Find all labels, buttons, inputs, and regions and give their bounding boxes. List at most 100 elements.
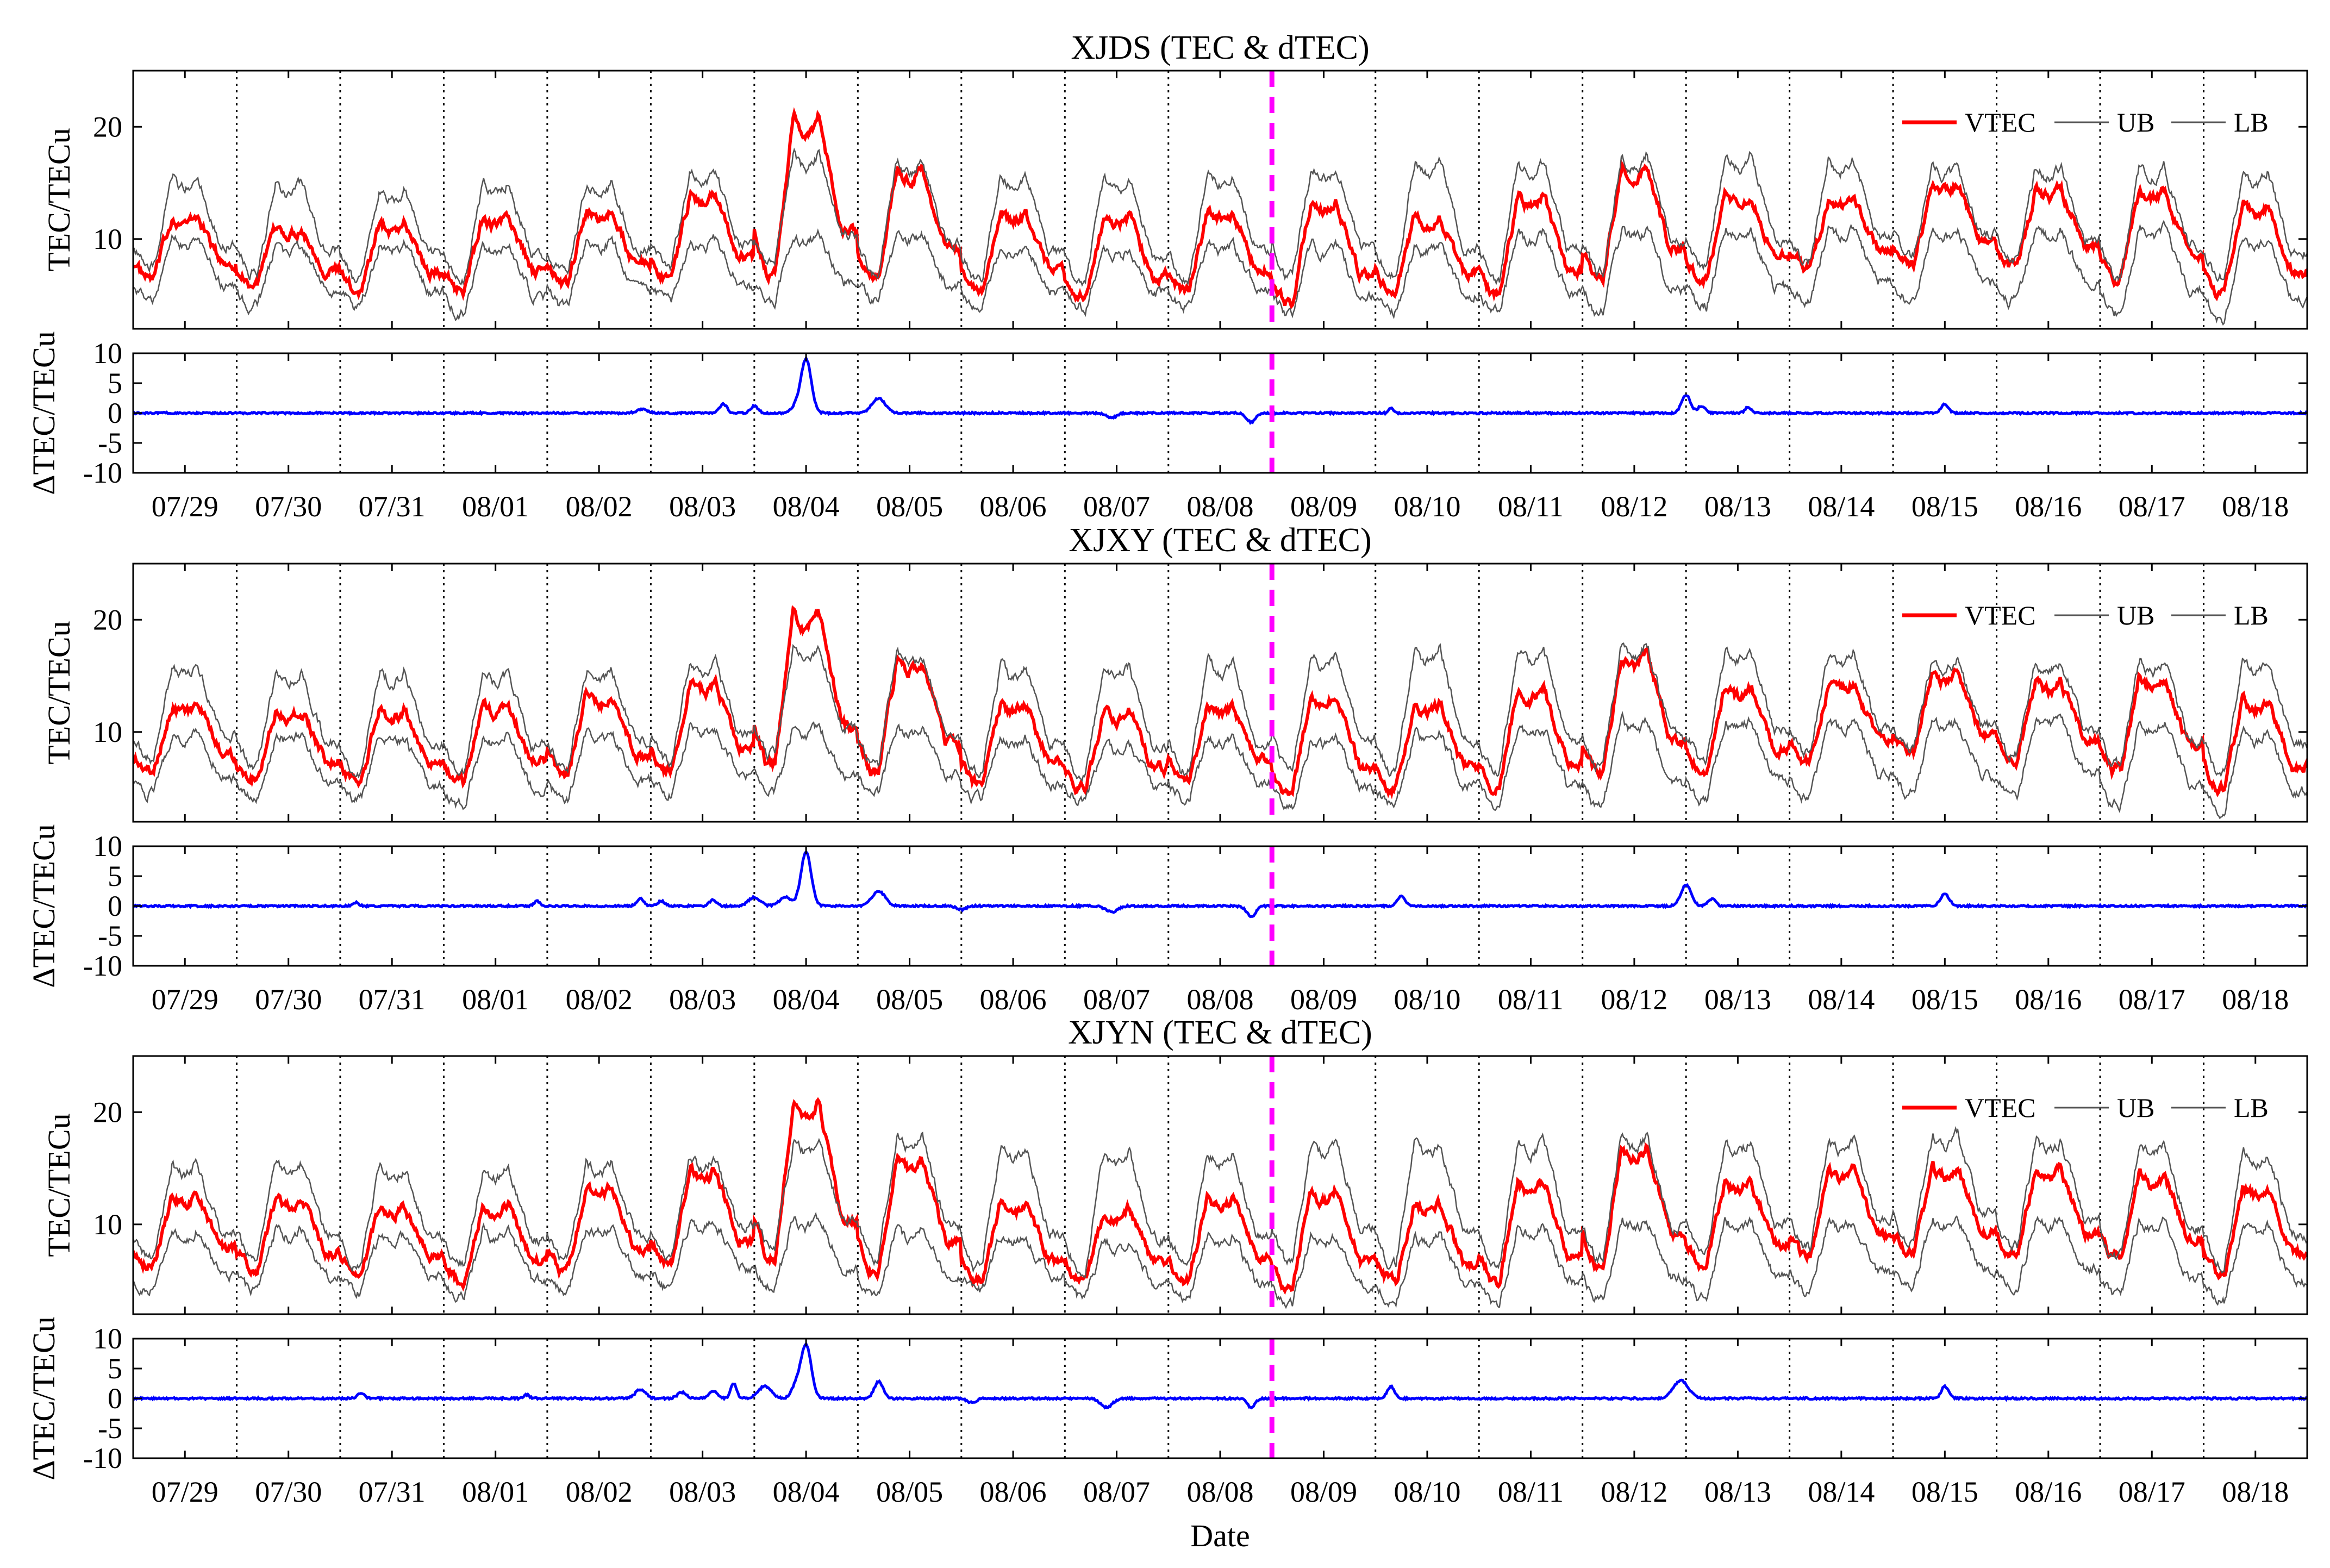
x-tick-label: 08/13 <box>1704 983 1771 1016</box>
vtec-line <box>133 605 2307 799</box>
y-tick-label: 0 <box>108 890 122 922</box>
y-tick-label: 10 <box>93 1208 122 1241</box>
y-tick-label: -10 <box>83 1442 122 1475</box>
x-tick-label: 08/14 <box>1808 490 1875 523</box>
x-tick-label: 08/10 <box>1394 1476 1460 1508</box>
legend-label-vtec: VTEC <box>1965 1092 2036 1123</box>
dtec-series-group <box>133 1341 2307 1410</box>
y-tick-label: -10 <box>83 457 122 489</box>
x-tick-label: 08/13 <box>1704 1476 1771 1508</box>
chart-title: XJDS (TEC & dTEC) <box>1071 29 1369 66</box>
y-axis-label: ΔTEC/TECu <box>26 1316 61 1480</box>
legend-label-lb: LB <box>2234 107 2269 138</box>
dtec-line <box>133 355 2307 425</box>
tec-panel: 10 20 TEC/TECu VTEC UB LB <box>41 70 2308 330</box>
x-tick-label: 08/16 <box>2015 490 2082 523</box>
x-tick-label: 08/10 <box>1394 983 1460 1016</box>
x-tick-label: 08/18 <box>2222 1476 2289 1508</box>
x-tick-label: 08/14 <box>1808 983 1875 1016</box>
y-axis-label: TEC/TECu <box>41 1113 77 1257</box>
tec-panel: 10 20 TEC/TECu VTEC UB LB <box>41 1055 2308 1315</box>
ub-line <box>133 642 2307 782</box>
dtec-series-group <box>133 355 2307 425</box>
x-tick-label: 08/04 <box>773 983 840 1016</box>
tec-series-group <box>133 1097 2307 1309</box>
x-tick-label: 08/18 <box>2222 490 2289 523</box>
x-tick-label: 08/08 <box>1186 983 1253 1016</box>
x-tick-label: 08/11 <box>1498 490 1564 523</box>
legend-label-lb: LB <box>2234 1092 2269 1123</box>
x-tick-label: 08/07 <box>1083 490 1150 523</box>
x-tick-label: 08/01 <box>462 490 529 523</box>
x-tick-label: 08/02 <box>566 1476 633 1508</box>
y-axis-label: TEC/TECu <box>41 128 77 271</box>
legend-label-ub: UB <box>2117 107 2154 138</box>
y-axis-label: ΔTEC/TECu <box>26 331 61 495</box>
x-tick-label: 08/07 <box>1083 983 1150 1016</box>
vtec-line <box>133 107 2307 310</box>
y-tick-label: 0 <box>108 397 122 429</box>
legend-label-ub: UB <box>2117 1092 2154 1123</box>
y-tick-label: -5 <box>98 427 122 459</box>
lb-line <box>133 220 2307 326</box>
x-tick-label: 08/17 <box>2119 1476 2185 1508</box>
tec-series-group <box>133 605 2307 820</box>
y-tick-label: 10 <box>93 830 122 863</box>
x-tick-label: 08/12 <box>1601 1476 1667 1508</box>
y-tick-label: -5 <box>98 1412 122 1445</box>
y-tick-label: 20 <box>93 110 122 143</box>
x-tick-label: 08/10 <box>1394 490 1460 523</box>
legend-label-ub: UB <box>2117 600 2154 630</box>
y-tick-label: 5 <box>108 1352 122 1385</box>
tec-series-group <box>133 107 2307 326</box>
x-tick-label: 07/31 <box>359 983 426 1016</box>
x-tick-label: 08/17 <box>2119 983 2185 1016</box>
y-tick-label: 10 <box>93 716 122 748</box>
x-tick-label: 08/11 <box>1498 1476 1564 1508</box>
x-tick-label: 08/09 <box>1290 490 1357 523</box>
x-tick-label: 08/16 <box>2015 1476 2082 1508</box>
x-tick-label: 07/30 <box>255 1476 322 1508</box>
y-axis-label: TEC/TECu <box>41 621 77 764</box>
y-tick-label: 10 <box>93 1322 122 1355</box>
x-tick-label: 08/01 <box>462 983 529 1016</box>
ub-line <box>133 1126 2307 1278</box>
x-tick-label: 08/02 <box>566 983 633 1016</box>
x-axis-label: Date <box>1190 1518 1250 1553</box>
legend-label-vtec: VTEC <box>1965 600 2036 630</box>
x-tick-label: 08/13 <box>1704 490 1771 523</box>
chart-title: XJXY (TEC & dTEC) <box>1069 522 1371 559</box>
x-tick-label: 07/31 <box>359 1476 426 1508</box>
y-tick-label: 20 <box>93 603 122 636</box>
vtec-line <box>133 1097 2307 1295</box>
x-tick-label: 08/16 <box>2015 983 2082 1016</box>
x-tick-label: 08/06 <box>980 1476 1047 1508</box>
legend-label-vtec: VTEC <box>1965 107 2036 138</box>
x-tick-label: 08/03 <box>669 983 736 1016</box>
x-tick-label: 08/18 <box>2222 983 2289 1016</box>
x-tick-label: 07/29 <box>152 490 218 523</box>
x-tick-label: 08/11 <box>1498 983 1564 1016</box>
x-tick-label: 08/03 <box>669 490 736 523</box>
x-tick-label: 08/07 <box>1083 1476 1150 1508</box>
x-tick-label: 08/06 <box>980 983 1047 1016</box>
x-tick-label: 08/15 <box>1912 983 1978 1016</box>
x-tick-label: 08/06 <box>980 490 1047 523</box>
x-tick-label: 08/15 <box>1912 490 1978 523</box>
x-tick-label: 08/04 <box>773 1476 840 1508</box>
y-tick-label: 10 <box>93 223 122 255</box>
x-tick-label: 08/12 <box>1601 983 1667 1016</box>
x-tick-label: 08/08 <box>1186 490 1253 523</box>
x-tick-label: 08/09 <box>1290 1476 1357 1508</box>
x-tick-label: 07/30 <box>255 490 322 523</box>
x-tick-label: 08/03 <box>669 1476 736 1508</box>
legend-label-lb: LB <box>2234 600 2269 630</box>
x-tick-label: 08/05 <box>876 983 943 1016</box>
dtec-line <box>133 849 2307 919</box>
x-tick-label: 08/02 <box>566 490 633 523</box>
